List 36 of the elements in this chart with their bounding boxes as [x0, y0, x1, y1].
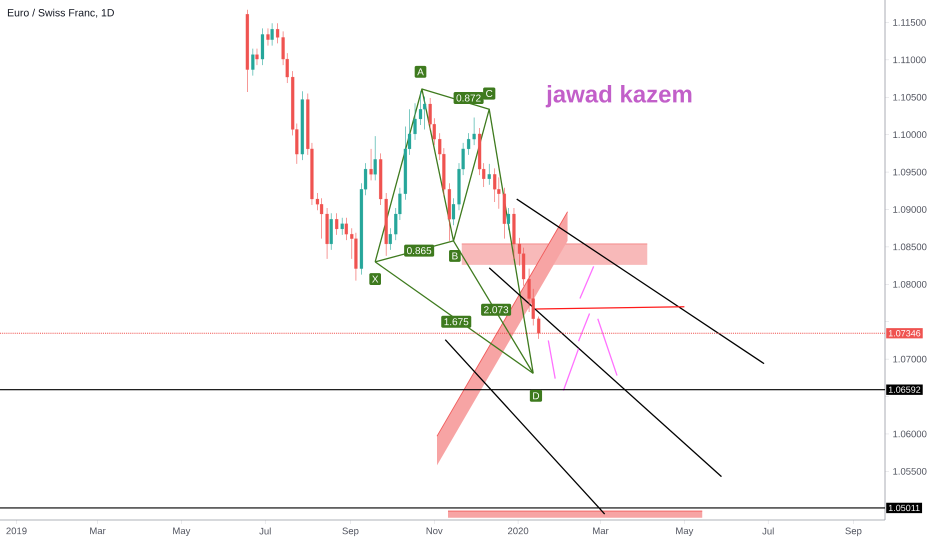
ref-line-label: 1.05011 — [888, 504, 920, 512]
x-tick-label: 2019 — [6, 528, 27, 534]
x-tick-label: Jul — [762, 528, 774, 535]
annotation: C — [486, 90, 492, 98]
ref-line-label: 1.07346 — [888, 330, 920, 336]
annotation: A — [417, 68, 424, 76]
x-tick-label: Sep — [342, 528, 358, 536]
y-tick-label: 1.11500 — [893, 19, 926, 26]
x-tick-label: Mar — [593, 528, 609, 534]
y-tick-label: 1.10000 — [893, 131, 926, 138]
x-tick-label: Jul — [259, 528, 271, 535]
annotation: D — [533, 392, 540, 400]
x-tick-label: 2020 — [508, 528, 528, 534]
x-tick-label: Sep — [845, 528, 862, 536]
y-tick-label: 1.05500 — [893, 468, 926, 475]
x-tick-label: May — [173, 528, 190, 536]
y-tick-label: 1.11000 — [893, 56, 926, 64]
y-tick-label: 1.06000 — [893, 430, 926, 438]
annotation: 2.073 — [484, 306, 508, 314]
x-tick-label: May — [676, 528, 694, 536]
annotation: B — [452, 252, 458, 260]
y-tick-label: 1.08000 — [893, 280, 926, 288]
y-tick-label: 1.08500 — [893, 244, 926, 250]
annotation: 0.865 — [407, 247, 432, 254]
y-tick-label: 1.10500 — [893, 94, 926, 101]
text: Euro / Swiss Franc, 1D — [8, 8, 114, 18]
annotation: 1.675 — [444, 318, 468, 326]
annotation: jawad kazem — [546, 85, 692, 108]
x-tick-label: Nov — [426, 528, 443, 534]
y-tick-label: 1.09500 — [893, 168, 926, 176]
annotation: X — [372, 276, 378, 283]
x-tick-label: Mar — [90, 528, 106, 534]
annotation: 0.872 — [456, 94, 481, 102]
ref-line-label: 1.06592 — [888, 386, 920, 393]
y-tick-label: 1.09000 — [893, 206, 926, 213]
y-tick-label: 1.07000 — [893, 356, 926, 362]
